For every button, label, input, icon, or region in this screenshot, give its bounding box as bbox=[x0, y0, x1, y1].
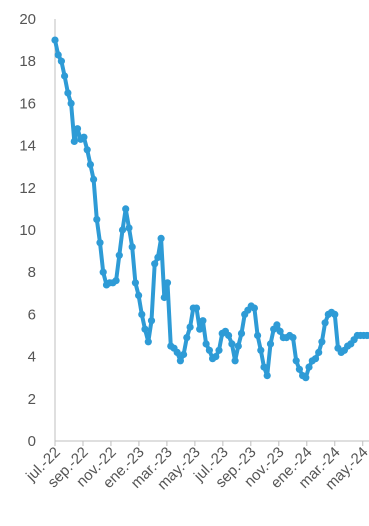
data-point bbox=[131, 279, 139, 287]
data-point bbox=[202, 340, 210, 348]
data-point bbox=[112, 277, 120, 285]
data-point bbox=[276, 327, 284, 335]
data-point bbox=[176, 357, 184, 365]
y-tick-label: 18 bbox=[19, 53, 36, 70]
data-point bbox=[173, 348, 181, 356]
data-point bbox=[144, 338, 152, 346]
y-tick-label: 20 bbox=[19, 11, 36, 28]
data-point bbox=[147, 317, 156, 325]
data-point bbox=[151, 260, 159, 268]
data-point bbox=[154, 253, 162, 261]
data-point bbox=[228, 340, 236, 348]
data-point bbox=[141, 325, 149, 333]
data-point bbox=[90, 175, 98, 183]
data-point bbox=[122, 205, 130, 213]
data-point bbox=[138, 310, 146, 318]
y-tick-label: 0 bbox=[28, 433, 36, 450]
data-point bbox=[257, 346, 265, 354]
data-point bbox=[163, 279, 172, 287]
data-point bbox=[93, 215, 101, 223]
data-point bbox=[61, 72, 69, 80]
data-point bbox=[73, 125, 82, 133]
data-point bbox=[273, 321, 281, 329]
y-tick-label: 4 bbox=[28, 349, 36, 366]
y-tick-label: 14 bbox=[19, 138, 36, 155]
data-point bbox=[125, 224, 133, 232]
x-axis: jul.-22sep.-22nov.-22ene.-23mar.-23may.-… bbox=[22, 440, 369, 493]
data-point bbox=[57, 57, 65, 65]
data-point bbox=[96, 239, 104, 247]
data-point bbox=[80, 133, 88, 141]
data-point bbox=[266, 340, 275, 348]
data-point bbox=[99, 268, 107, 276]
y-tick-label: 16 bbox=[19, 95, 36, 112]
series-path bbox=[53, 38, 369, 380]
data-point bbox=[118, 226, 127, 234]
data-point bbox=[160, 293, 168, 302]
data-point bbox=[366, 332, 369, 339]
y-axis: 0 2 4 6 8 10 12 14 16 18 20 bbox=[19, 11, 56, 450]
data-point bbox=[157, 234, 165, 242]
data-point bbox=[205, 346, 213, 354]
data-point bbox=[318, 338, 326, 346]
data-point bbox=[83, 146, 91, 154]
data-point bbox=[135, 291, 143, 299]
data-point bbox=[315, 348, 323, 356]
data-point bbox=[183, 334, 191, 342]
data-point bbox=[305, 363, 313, 371]
data-point bbox=[225, 331, 233, 340]
data-point bbox=[302, 374, 310, 382]
data-point bbox=[115, 251, 123, 259]
y-tick-label: 2 bbox=[28, 391, 36, 408]
data-point bbox=[212, 353, 220, 361]
data-point bbox=[250, 304, 258, 312]
data-point bbox=[231, 357, 239, 365]
y-tick-label: 8 bbox=[28, 264, 36, 281]
y-tick-label: 6 bbox=[28, 306, 36, 323]
data-point bbox=[192, 304, 201, 312]
data-point bbox=[331, 310, 339, 318]
series-line bbox=[51, 36, 369, 382]
data-point bbox=[54, 51, 62, 59]
data-point bbox=[67, 99, 75, 107]
data-point bbox=[234, 342, 242, 350]
data-point bbox=[311, 355, 320, 363]
y-tick-label: 12 bbox=[19, 180, 36, 197]
data-point bbox=[260, 363, 268, 371]
data-point bbox=[254, 331, 262, 340]
data-point bbox=[70, 137, 78, 145]
data-point bbox=[199, 317, 207, 325]
y-tick-label: 10 bbox=[19, 222, 36, 239]
data-point bbox=[51, 36, 59, 44]
data-point bbox=[64, 89, 72, 97]
data-point bbox=[215, 346, 223, 354]
data-point bbox=[263, 372, 271, 380]
data-point bbox=[128, 243, 136, 251]
data-point bbox=[289, 334, 297, 342]
data-point bbox=[295, 365, 303, 373]
data-point bbox=[196, 325, 204, 333]
data-point bbox=[321, 319, 329, 327]
data-point bbox=[292, 357, 300, 365]
data-point bbox=[237, 329, 246, 337]
data-point bbox=[86, 161, 94, 169]
data-point bbox=[186, 323, 194, 331]
data-point bbox=[180, 350, 188, 359]
